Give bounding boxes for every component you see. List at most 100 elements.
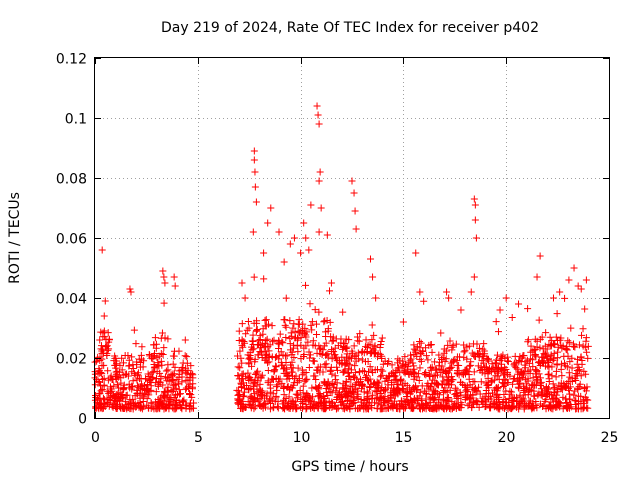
data-point [238,320,246,328]
data-point [577,285,585,293]
data-point [129,403,137,411]
data-point [549,294,557,302]
data-point [324,327,332,335]
data-point [234,363,242,371]
data-point [323,380,331,388]
data-point [547,341,555,349]
data-point [339,339,347,347]
data-point [411,383,419,391]
data-point [570,391,578,399]
data-point [461,366,469,374]
data-point [288,358,296,366]
data-point [445,294,453,302]
data-point [429,387,437,395]
data-point [137,403,145,411]
data-point [175,386,183,394]
data-point [348,347,356,355]
data-point [383,374,391,382]
data-point [351,381,359,389]
data-point [479,400,487,408]
data-point [91,374,99,382]
data-point [581,305,589,313]
data-point [304,338,312,346]
data-point [236,347,244,355]
data-point [100,327,108,335]
data-point [240,338,248,346]
data-point [352,225,360,233]
data-point [251,183,259,191]
data-point [582,337,590,345]
data-point [425,370,433,378]
data-point [250,405,258,413]
data-point [248,401,256,409]
data-point [494,328,502,336]
data-point [270,403,278,411]
data-point [171,282,179,290]
data-point [377,373,385,381]
data-point [551,385,559,393]
y-tick-label: 0.1 [65,112,87,128]
data-point [275,375,283,383]
data-point [531,381,539,389]
data-point [103,387,111,395]
data-point [428,363,436,371]
data-point [463,393,471,401]
data-point [510,402,518,410]
data-point [462,387,470,395]
data-point [272,363,280,371]
data-point [540,359,548,367]
data-point [505,394,513,402]
data-point [301,324,309,332]
data-point [537,378,545,386]
data-point [389,401,397,409]
data-point [465,342,473,350]
data-point [129,364,137,372]
data-point [566,378,574,386]
data-point [295,377,303,385]
data-point [439,397,447,405]
data-point [250,147,258,155]
y-axis-label: ROTI / TECUs [7,192,23,284]
data-point [471,378,479,386]
data-point [440,405,448,413]
data-point [372,294,380,302]
data-point [465,400,473,408]
data-point [536,380,544,388]
data-point [273,403,281,411]
data-point [125,356,133,364]
data-point [317,394,325,402]
data-point [115,397,123,405]
data-point [397,401,405,409]
data-point [105,335,113,343]
data-point [307,397,315,405]
data-point [249,228,257,236]
data-point [422,352,430,360]
data-point [310,357,318,365]
data-point [476,366,484,374]
data-point [181,336,189,344]
data-point [388,361,396,369]
data-point [574,384,582,392]
data-point [580,399,588,407]
data-point [495,375,503,383]
data-point [188,383,196,391]
data-point [457,306,465,314]
data-point [297,403,305,411]
data-point [501,369,509,377]
data-point [239,343,247,351]
data-point [299,352,307,360]
data-point [298,371,306,379]
data-point [566,390,574,398]
data-point [119,394,127,402]
data-point [516,400,524,408]
data-point [548,363,556,371]
data-point [149,355,157,363]
data-point [246,352,254,360]
data-point [500,390,508,398]
x-tick-label: 25 [601,430,619,446]
data-point [94,369,102,377]
data-point [334,342,342,350]
data-point [452,340,460,348]
data-point [399,362,407,370]
data-point [508,388,516,396]
